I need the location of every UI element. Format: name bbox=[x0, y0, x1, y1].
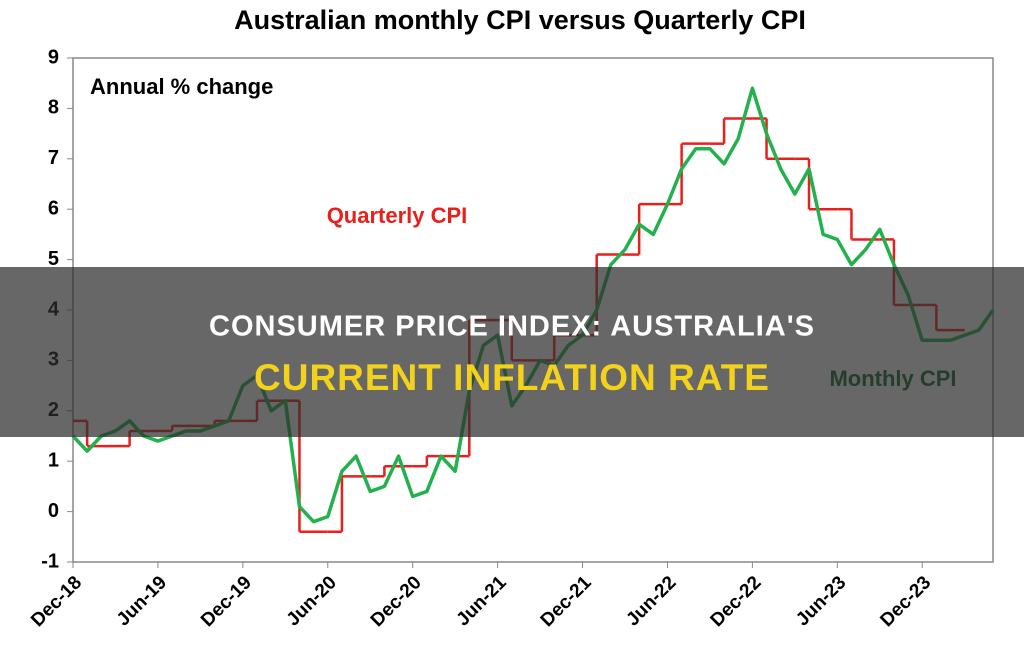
overlay-band bbox=[0, 267, 1024, 437]
overlay-line1: CONSUMER PRICE INDEX: AUSTRALIA'S bbox=[209, 311, 815, 343]
y-tick-label: 0 bbox=[48, 500, 59, 522]
y-tick-label: 1 bbox=[48, 449, 59, 471]
y-tick-label: 5 bbox=[48, 248, 59, 270]
y-tick-label: 6 bbox=[48, 197, 59, 219]
y-tick-label: 8 bbox=[48, 97, 59, 119]
series-label: Quarterly CPI bbox=[327, 203, 468, 228]
chart-title: Australian monthly CPI versus Quarterly … bbox=[234, 5, 806, 35]
y-tick-label: -1 bbox=[41, 550, 59, 572]
annotation: Annual % change bbox=[90, 74, 273, 99]
y-tick-label: 7 bbox=[48, 147, 59, 169]
overlay-line2: CURRENT INFLATION RATE bbox=[254, 357, 770, 398]
y-tick-label: 9 bbox=[48, 46, 59, 68]
